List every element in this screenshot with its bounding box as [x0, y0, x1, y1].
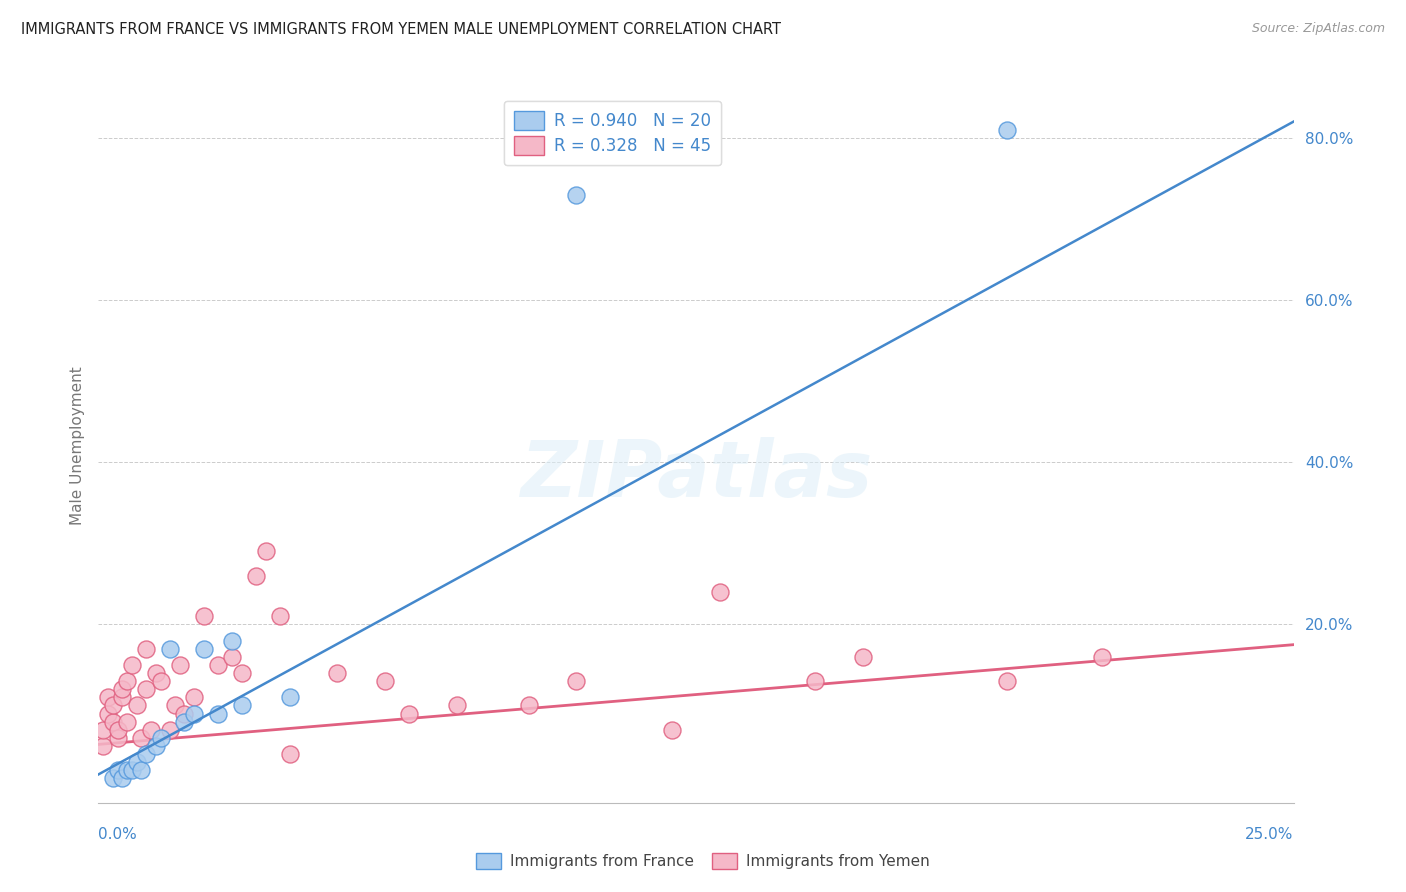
Point	[326, 666, 349, 681]
Point	[661, 723, 683, 737]
Point	[125, 698, 148, 713]
Point	[221, 649, 243, 664]
Point	[131, 731, 153, 745]
Point	[278, 690, 301, 705]
Point	[995, 674, 1018, 689]
Point	[804, 674, 827, 689]
Point	[446, 698, 468, 713]
Point	[97, 706, 120, 721]
Point	[207, 706, 229, 721]
Point	[398, 706, 420, 721]
Point	[145, 666, 167, 681]
Point	[125, 756, 148, 770]
Point	[207, 657, 229, 672]
Point	[709, 585, 731, 599]
Text: Source: ZipAtlas.com: Source: ZipAtlas.com	[1251, 22, 1385, 36]
Point	[245, 568, 267, 582]
Point	[269, 609, 291, 624]
Text: 25.0%: 25.0%	[1246, 827, 1294, 841]
Point	[278, 747, 301, 761]
Point	[173, 706, 195, 721]
Point	[97, 690, 120, 705]
Point	[374, 674, 396, 689]
Point	[193, 609, 215, 624]
Point	[517, 698, 540, 713]
Point	[121, 764, 143, 778]
Point	[254, 544, 277, 558]
Point	[852, 649, 875, 664]
Point	[183, 690, 205, 705]
Point	[91, 723, 114, 737]
Point	[135, 641, 157, 656]
Point	[121, 657, 143, 672]
Point	[231, 666, 253, 681]
Point	[149, 731, 172, 745]
Point	[107, 764, 129, 778]
Point	[139, 723, 162, 737]
Point	[221, 633, 243, 648]
Point	[131, 764, 153, 778]
Point	[163, 698, 186, 713]
Point	[101, 772, 124, 786]
Point	[107, 731, 129, 745]
Point	[565, 674, 588, 689]
Point	[135, 747, 157, 761]
Point	[115, 714, 138, 729]
Legend: Immigrants from France, Immigrants from Yemen: Immigrants from France, Immigrants from …	[470, 847, 936, 875]
Y-axis label: Male Unemployment: Male Unemployment	[69, 367, 84, 525]
Legend: R = 0.940   N = 20, R = 0.328   N = 45: R = 0.940 N = 20, R = 0.328 N = 45	[503, 101, 721, 165]
Point	[193, 641, 215, 656]
Text: 0.0%: 0.0%	[98, 827, 138, 841]
Point	[159, 723, 181, 737]
Point	[169, 657, 191, 672]
Point	[101, 698, 124, 713]
Point	[101, 714, 124, 729]
Point	[111, 772, 134, 786]
Point	[115, 764, 138, 778]
Point	[111, 690, 134, 705]
Point	[149, 674, 172, 689]
Text: ZIPatlas: ZIPatlas	[520, 436, 872, 513]
Point	[159, 641, 181, 656]
Point	[173, 714, 195, 729]
Text: IMMIGRANTS FROM FRANCE VS IMMIGRANTS FROM YEMEN MALE UNEMPLOYMENT CORRELATION CH: IMMIGRANTS FROM FRANCE VS IMMIGRANTS FRO…	[21, 22, 782, 37]
Point	[115, 674, 138, 689]
Point	[565, 187, 588, 202]
Point	[111, 682, 134, 697]
Point	[231, 698, 253, 713]
Point	[183, 706, 205, 721]
Point	[107, 723, 129, 737]
Point	[995, 122, 1018, 136]
Point	[91, 739, 114, 753]
Point	[1091, 649, 1114, 664]
Point	[135, 682, 157, 697]
Point	[145, 739, 167, 753]
